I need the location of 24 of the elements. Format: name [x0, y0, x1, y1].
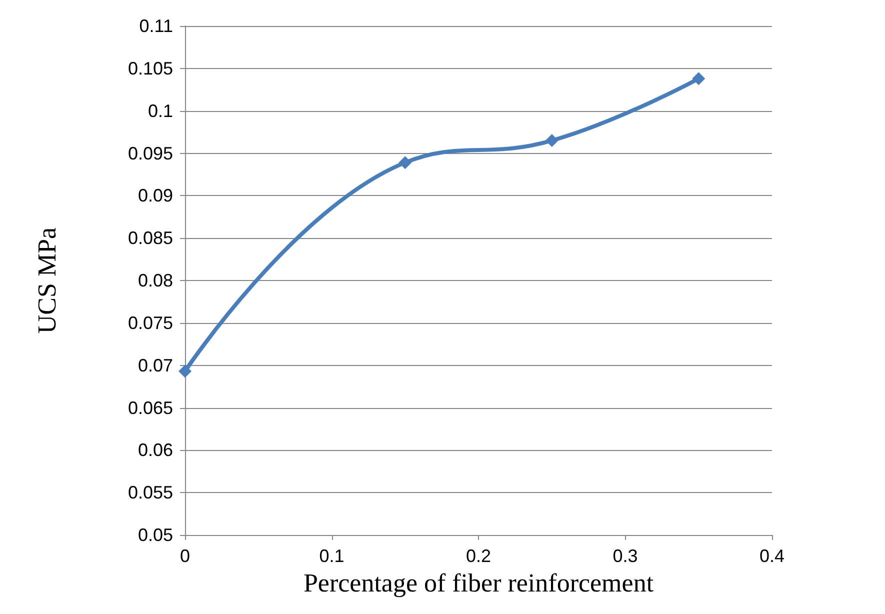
y-tick-label: 0.09 — [138, 186, 173, 206]
y-tick-label: 0.065 — [128, 398, 173, 418]
point — [545, 134, 558, 148]
y-tick-label: 0.05 — [138, 525, 173, 545]
point — [692, 72, 706, 86]
y-axis-title: UCS MPa — [32, 226, 62, 334]
x-axis-title: Percentage of fiber reinforcement — [303, 568, 654, 598]
y-tick-label: 0.07 — [138, 355, 173, 376]
y-tick-label: 0.075 — [128, 312, 173, 333]
x-tick-label: 0.4 — [759, 546, 785, 566]
x-tick-label: 0 — [180, 546, 190, 566]
y-tick-label: 0.1 — [148, 100, 173, 121]
x-tick-label: 0.3 — [612, 546, 638, 566]
y-tick-label: 0.055 — [128, 482, 173, 503]
y-tick-label: 0.06 — [138, 440, 173, 460]
x-tick-label: 0.1 — [319, 546, 344, 566]
y-tick-label: 0.11 — [139, 16, 173, 36]
y-tick-label: 0.105 — [128, 58, 173, 78]
y-tick-label: 0.085 — [128, 228, 173, 248]
y-tick-label: 0.08 — [138, 270, 173, 290]
y-tick-label: 0.095 — [128, 143, 173, 164]
x-tick-label: 0.2 — [466, 546, 492, 566]
point — [398, 156, 412, 170]
point — [178, 364, 192, 378]
